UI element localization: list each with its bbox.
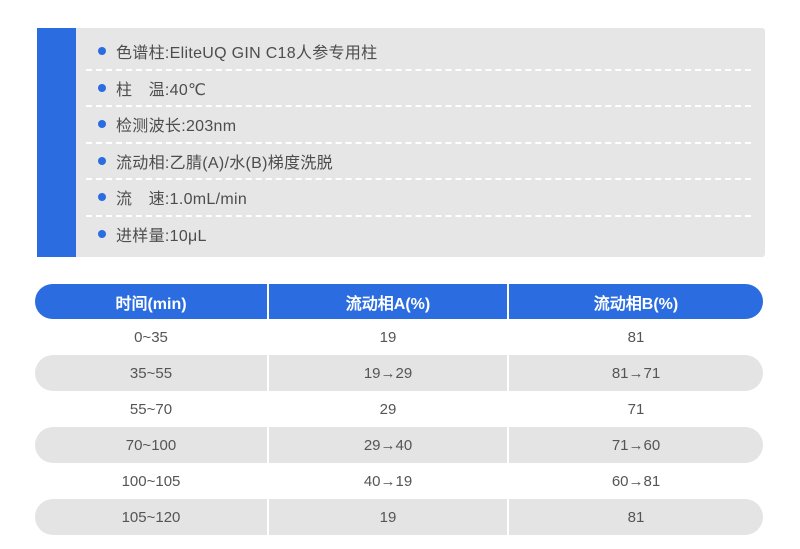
condition-item-mobile-phase: 流动相:乙腈(A)/水(B)梯度洗脱: [86, 144, 751, 180]
table-cell-phase-a: 19: [379, 328, 397, 346]
table-cell-phase-b: 71: [627, 400, 645, 418]
header-cell-time: 时间(min): [35, 284, 267, 319]
condition-item-injection-volume: 进样量:10μL: [86, 217, 751, 252]
condition-item-wavelength: 检测波长:203nm: [86, 107, 751, 144]
condition-item-flow-rate: 流 速:1.0mL/min: [86, 180, 751, 217]
bullet-icon: [98, 193, 106, 202]
table-row: 100~105 40→19 60→81: [35, 463, 763, 499]
table-cell-time: 35~55: [35, 355, 267, 391]
condition-text: 进样量:10μL: [116, 227, 207, 245]
table-cell-time: 100~105: [121, 472, 181, 490]
table-cell-phase-a: 19→29: [269, 355, 507, 391]
table-cell-time: 55~70: [129, 400, 173, 418]
table-row: 35~55 19→29 81→71: [35, 355, 763, 391]
conditions-list: 色谱柱:EliteUQ GIN C18人参专用柱 柱 温:40℃ 检测波长:20…: [76, 28, 765, 257]
condition-text: 柱 温:40℃: [116, 81, 207, 99]
table-cell-time: 0~35: [134, 328, 168, 346]
table-header-row: 时间(min) 流动相A(%) 流动相B(%): [35, 284, 763, 319]
table-cell-phase-a: 29→40: [269, 427, 507, 463]
condition-item-temperature: 柱 温:40℃: [86, 71, 751, 107]
bullet-icon: [98, 47, 106, 56]
bullet-icon: [98, 229, 106, 238]
condition-text: 检测波长:203nm: [116, 118, 237, 136]
header-cell-phase-a: 流动相A(%): [269, 284, 507, 319]
header-cell-phase-b: 流动相B(%): [509, 284, 763, 319]
table-cell-phase-b: 81: [627, 328, 645, 346]
table-row: 0~35 19 81: [35, 319, 763, 355]
table-row: 70~100 29→40 71→60: [35, 427, 763, 463]
table-cell-phase-a: 19: [269, 499, 507, 535]
table-cell-phase-b: 71→60: [509, 427, 763, 463]
condition-item-column: 色谱柱:EliteUQ GIN C18人参专用柱: [86, 34, 751, 71]
table-cell-phase-a: 29: [379, 400, 397, 418]
table-cell-phase-b: 81→71: [509, 355, 763, 391]
condition-text: 流 速:1.0mL/min: [116, 191, 248, 209]
table-cell-time: 105~120: [35, 499, 267, 535]
table-cell-phase-a: 40→19: [363, 472, 413, 490]
gradient-table: 时间(min) 流动相A(%) 流动相B(%) 0~35 19 81 35~55…: [35, 284, 763, 535]
bullet-icon: [98, 83, 106, 92]
accent-bar: [37, 28, 76, 257]
condition-text: 流动相:乙腈(A)/水(B)梯度洗脱: [116, 154, 333, 172]
bullet-icon: [98, 120, 106, 129]
table-cell-phase-b: 81: [509, 499, 763, 535]
table-row: 105~120 19 81: [35, 499, 763, 535]
conditions-panel: 色谱柱:EliteUQ GIN C18人参专用柱 柱 温:40℃ 检测波长:20…: [37, 28, 765, 257]
bullet-icon: [98, 156, 106, 165]
condition-text: 色谱柱:EliteUQ GIN C18人参专用柱: [116, 45, 378, 63]
table-cell-phase-b: 60→81: [611, 472, 661, 490]
table-cell-time: 70~100: [35, 427, 267, 463]
table-row: 55~70 29 71: [35, 391, 763, 427]
